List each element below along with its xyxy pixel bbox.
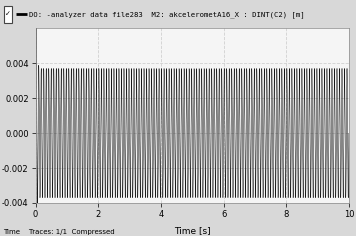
Text: DO: -analyzer data file283  M2: akcelerometA16_X : DINT(C2) [m]: DO: -analyzer data file283 M2: akcelerom… — [29, 11, 305, 17]
Text: Time [s]: Time [s] — [174, 226, 210, 235]
Text: ✓: ✓ — [5, 11, 11, 17]
FancyBboxPatch shape — [4, 6, 12, 23]
Text: Time    Traces: 1/1  Compressed: Time Traces: 1/1 Compressed — [4, 229, 115, 235]
